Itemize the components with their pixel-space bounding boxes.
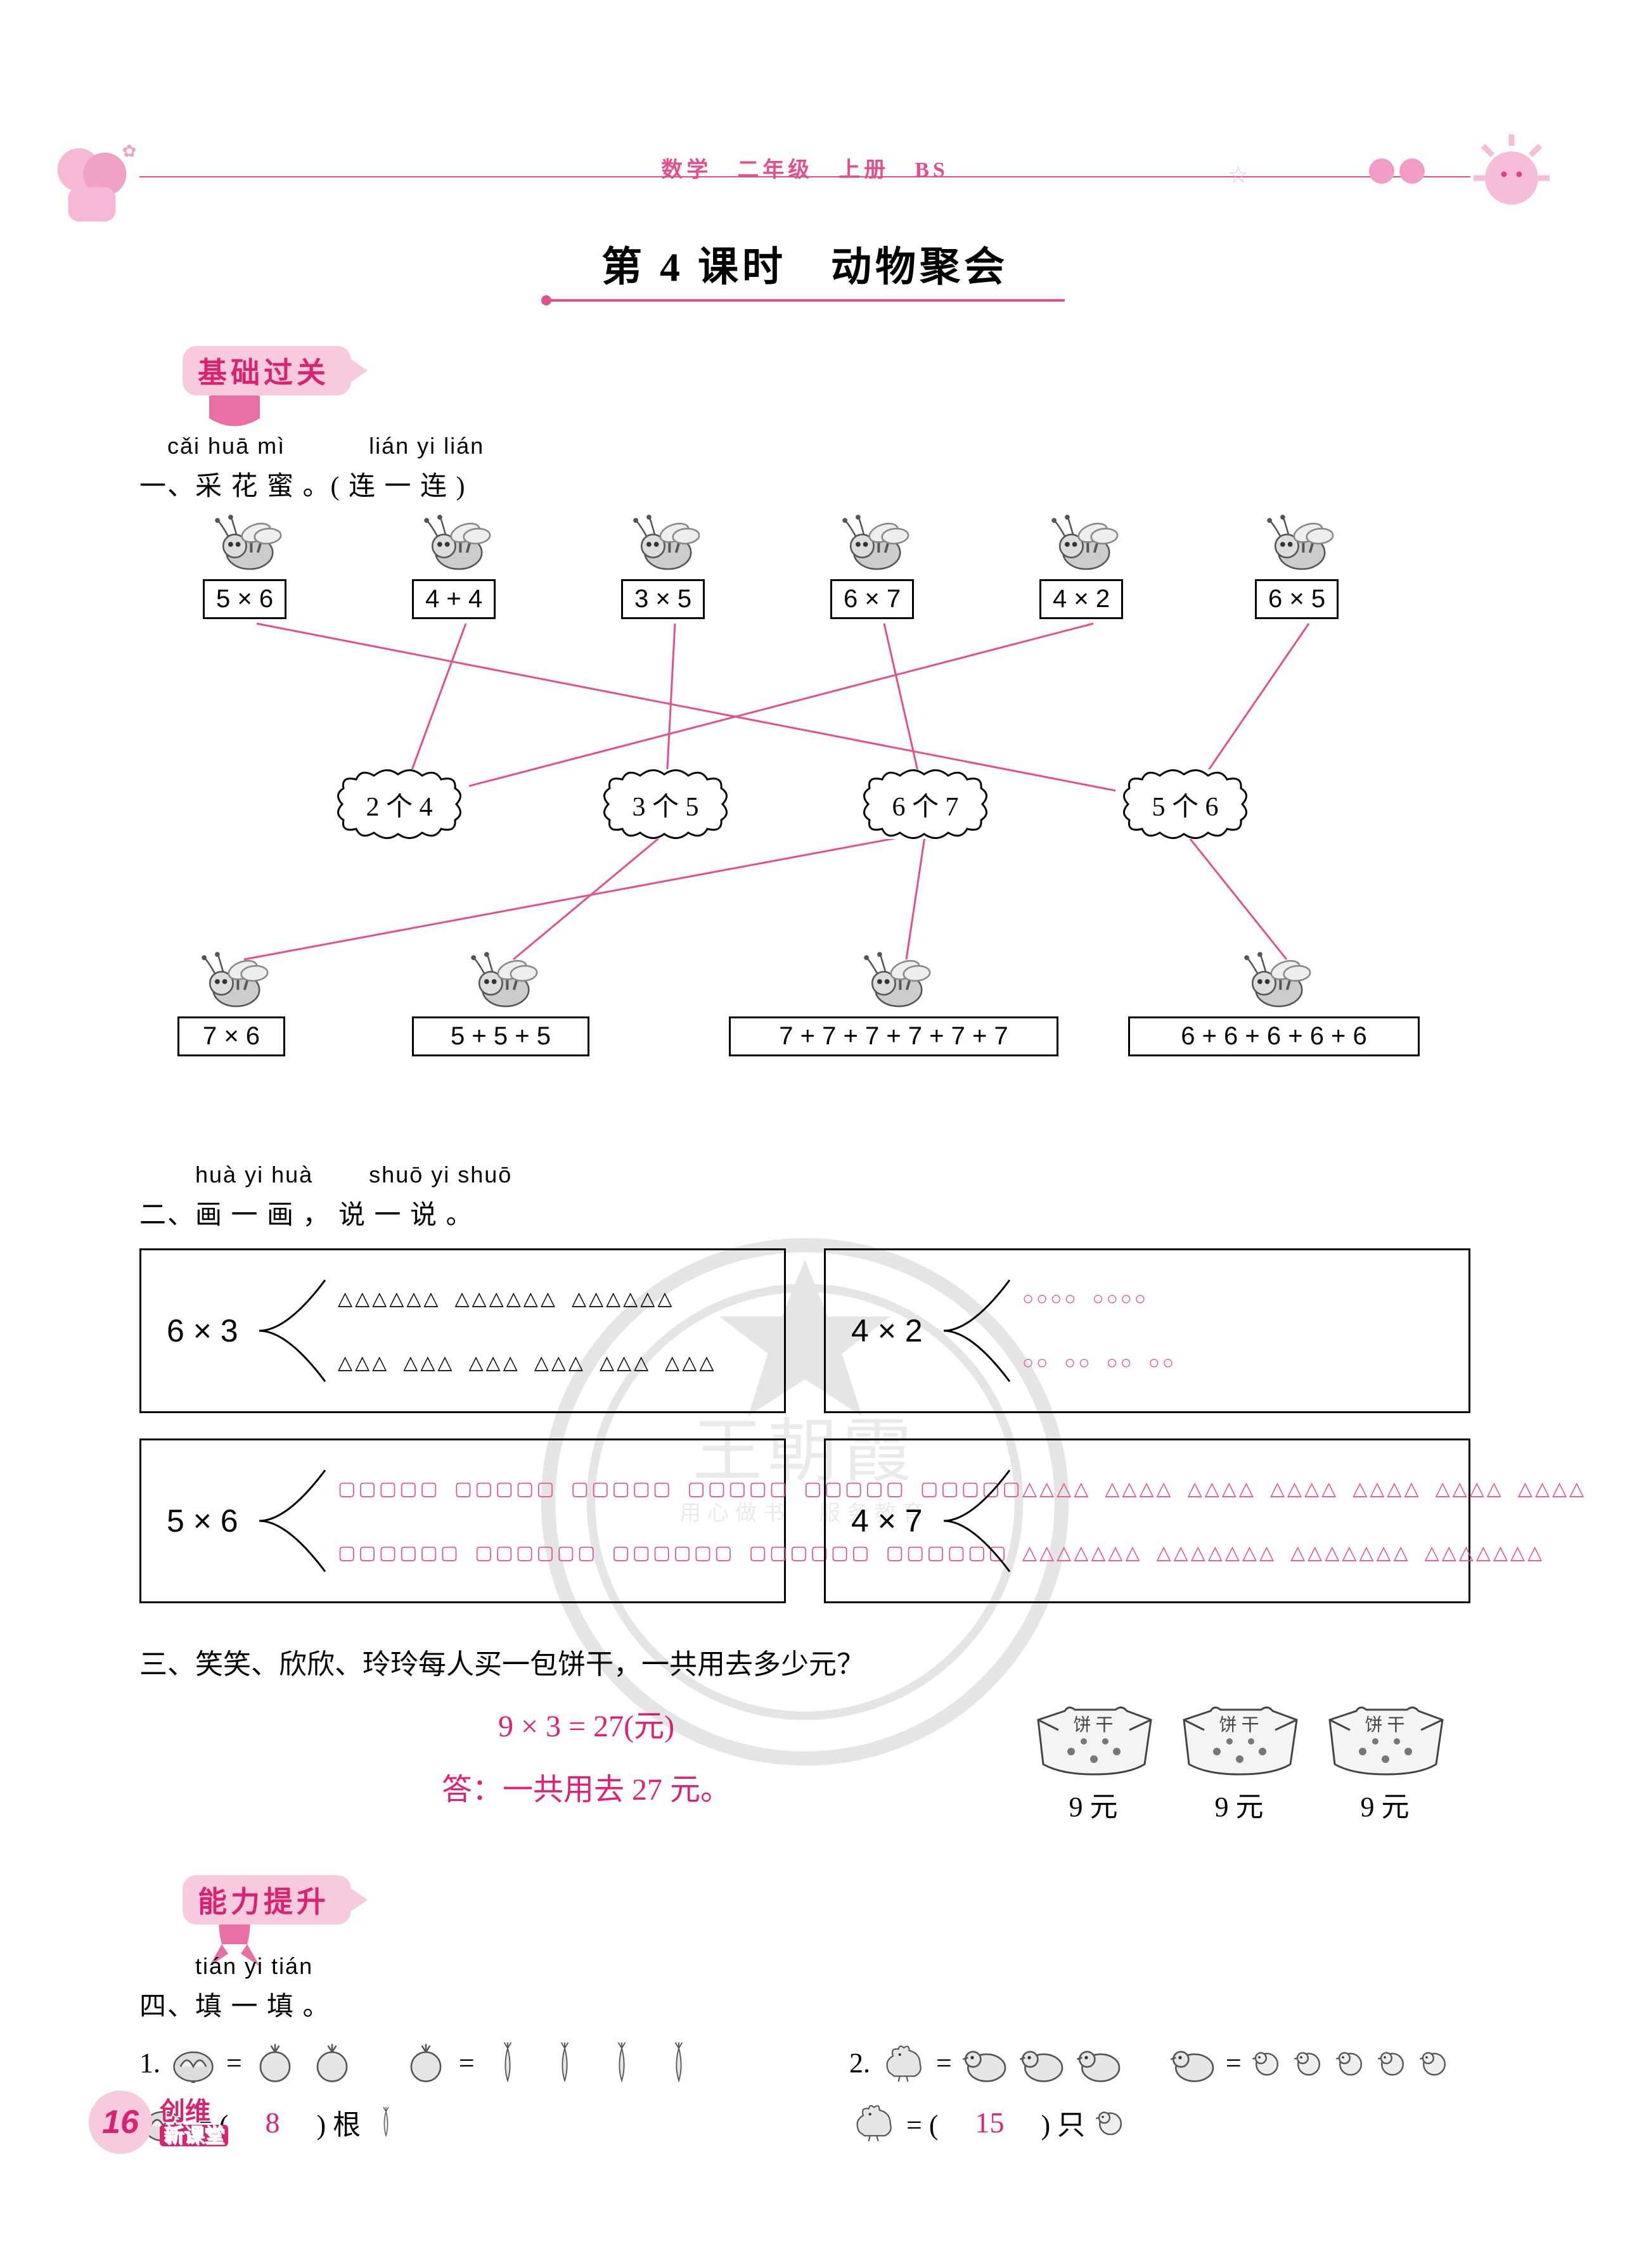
kids-decoration: ✿ — [38, 127, 146, 234]
flower-1: 3 个 5 — [596, 769, 735, 839]
q2-cell-2: 5 × 6▢▢▢▢▢▢▢▢▢▢▢▢▢▢▢▢▢▢▢▢▢▢▢▢▢▢▢▢▢▢▢▢▢▢▢… — [139, 1438, 786, 1603]
q2-cell-0: 6 × 3△△△△△△△△△△△△△△△△△△△△△△△△△△△△△△△△△△△… — [139, 1248, 786, 1413]
cookie-0: 饼 干9 元 — [1033, 1701, 1153, 1824]
bee-bottom-3: 6 + 6 + 6 + 6 + 6 — [1128, 947, 1420, 1056]
bee-bottom-1: 5 + 5 + 5 — [412, 947, 589, 1056]
header-dots — [1369, 152, 1477, 190]
bee-top-0: 5 × 6 — [203, 509, 286, 619]
flower-0: 2 个 4 — [330, 769, 469, 839]
bee-top-5: 6 × 5 — [1255, 509, 1339, 619]
q1: cǎi huā mì lián yi lián 一、采 花 蜜 。( 连 一 连… — [139, 423, 1470, 1124]
q2-cell-1: 4 × 2○○○○○○○○○○○○○○○○ — [824, 1248, 1470, 1413]
q2-cell-3: 4 × 7△△△△△△△△△△△△△△△△△△△△△△△△△△△△△△△△△△△… — [824, 1438, 1470, 1603]
flower-2: 6 个 7 — [856, 769, 995, 839]
bee-top-3: 6 × 7 — [830, 509, 914, 619]
svg-text:✿: ✿ — [122, 142, 137, 161]
q3-equation: 9 × 3 = 27(元) — [139, 1701, 1033, 1745]
section-ability: 能力提升 — [139, 1875, 1470, 1925]
bee-bottom-0: 7 × 6 — [177, 947, 285, 1056]
cookie-2: 饼 干9 元 — [1325, 1701, 1445, 1824]
q4-col-1: 1. = = = ( 8 ) 根 — [139, 2042, 761, 2143]
cookie-1: 饼 干9 元 — [1179, 1701, 1299, 1824]
star-decoration: ☆ — [1228, 162, 1249, 188]
bee-top-1: 4 + 4 — [412, 509, 496, 619]
bee-bottom-2: 7 + 7 + 7 + 7 + 7 + 7 — [729, 947, 1058, 1056]
page-number: 16 — [89, 2091, 152, 2154]
flower-3: 5 个 6 — [1115, 769, 1255, 839]
q3: 三、笑笑、欣欣、玲玲每人买一包饼干，一共用去多少元？ 9 × 3 = 27(元)… — [139, 1641, 1470, 1824]
header-text: 数学 二年级 上册 BS — [661, 152, 949, 183]
q3-answer: 答：一共用去 27 元。 — [139, 1764, 1033, 1809]
sun-decoration — [1464, 127, 1559, 215]
brand-logo: 创维 新课堂 — [160, 2098, 228, 2146]
q2: huà yi huà shuō yi shuō 二、画 一 画 ， 说 一 说 … — [139, 1152, 1470, 1603]
page-footer: 16 创维 新课堂 — [89, 2091, 228, 2154]
bee-top-2: 3 × 5 — [621, 509, 705, 619]
page-header: ✿ 数学 二年级 上册 BS ☆ — [139, 152, 1470, 190]
q4: tián yi tián 四、填 一 填 。 1. = = = ( 8 ) 根 … — [139, 1944, 1470, 2143]
bee-top-4: 4 × 2 — [1039, 509, 1123, 619]
section-basic: 基础过关 — [139, 346, 1470, 395]
lesson-title: 第 4 课时 动物聚会 — [139, 234, 1470, 293]
q4-col-2: 2. = = = ( 15 ) 只 — [849, 2042, 1470, 2143]
title-underline — [545, 299, 1065, 302]
